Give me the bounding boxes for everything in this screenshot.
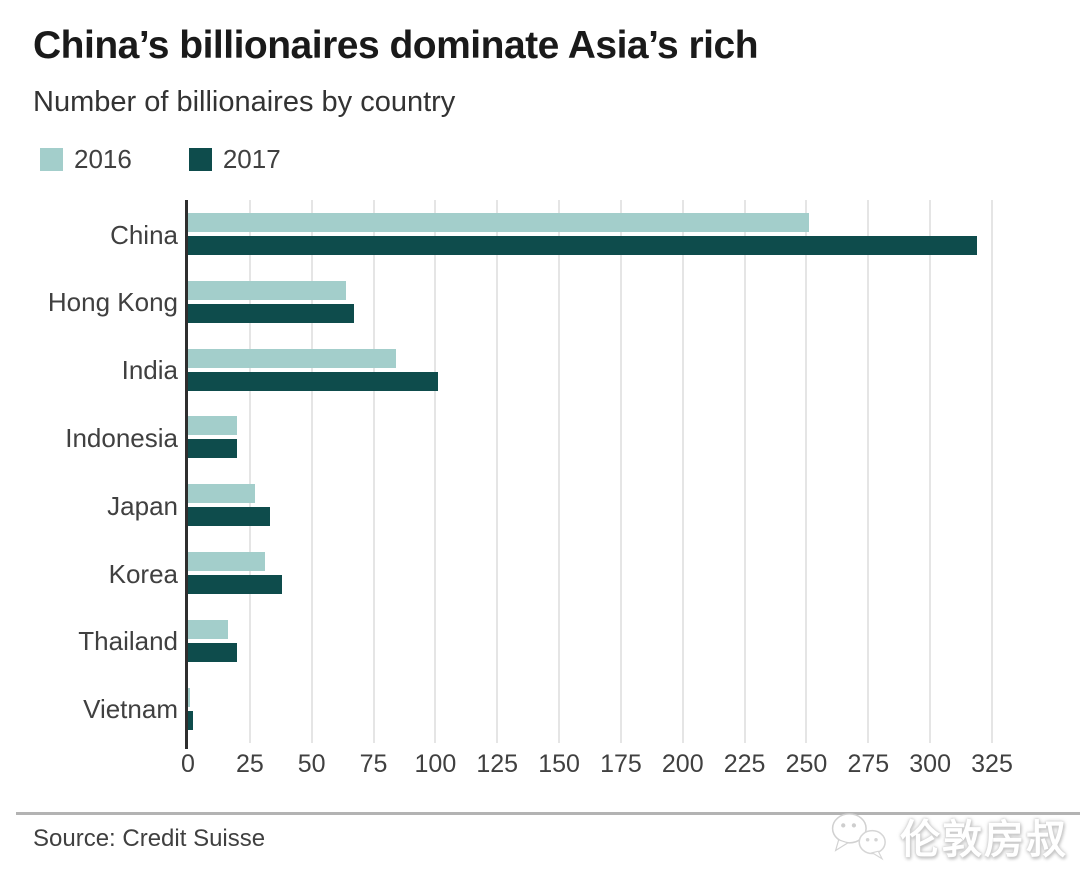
x-tick-label-275: 275	[847, 750, 890, 778]
legend-swatch-2016	[40, 148, 63, 171]
bar-china-2017	[188, 236, 978, 255]
bar-hong-kong-2017	[188, 303, 354, 323]
chart-subtitle: Number of billionaires by country	[33, 86, 456, 118]
x-tick-label-75: 75	[359, 750, 388, 778]
plot-area	[185, 200, 1045, 749]
gridline-250	[805, 200, 808, 743]
value-axis-tick-labels: 0 25 50 75 100 125 150 175 200 225 250 275 300 325	[181, 750, 1068, 780]
bar-japan-2016	[188, 484, 255, 504]
gridline-75	[372, 200, 375, 743]
watermark: 伦敦房叔	[828, 793, 1068, 879]
legend-item-2017: 2017	[188, 144, 281, 175]
gridline-200	[681, 200, 684, 743]
bar-india-2017	[188, 371, 438, 391]
bar-indonesia-2016	[188, 416, 238, 436]
x-tick-label-50: 50	[297, 750, 326, 778]
category-label-india: India	[121, 355, 178, 386]
bar-india-2016	[188, 348, 396, 368]
gridline-50	[310, 200, 313, 743]
bar-japan-2017	[188, 507, 270, 527]
bar-thailand-2017	[188, 642, 238, 662]
x-tick-label-25: 25	[235, 750, 264, 778]
gridline-300	[929, 200, 932, 743]
wechat-icon	[831, 813, 886, 861]
category-label-china: China	[110, 219, 178, 250]
x-tick-label-225: 225	[723, 750, 766, 778]
x-tick-label-100: 100	[414, 750, 457, 778]
category-label-hong-kong: Hong Kong	[47, 287, 178, 318]
category-label-korea: Korea	[108, 558, 178, 589]
source-caption: Source: Credit Suisse	[33, 825, 266, 852]
bar-china-2016	[188, 213, 809, 232]
gridline-175	[619, 200, 622, 743]
gridline-25	[248, 200, 251, 743]
x-tick-label-300: 300	[909, 750, 951, 778]
bar-korea-2017	[188, 575, 282, 594]
gridline-125	[496, 200, 499, 743]
category-axis-labels: China Hong Kong India Indonesia Japan Korea Th…	[0, 200, 178, 743]
gridline-150	[558, 200, 561, 743]
bar-hong-kong-2016	[188, 280, 347, 300]
gridline-225	[743, 200, 746, 743]
gridline-100	[434, 200, 437, 743]
bar-thailand-2016	[188, 619, 228, 639]
x-tick-label-175: 175	[600, 750, 642, 778]
legend-label-2017: 2017	[222, 144, 281, 174]
legend-swatch-2017	[188, 148, 212, 171]
bar-indonesia-2017	[188, 439, 238, 459]
chart-title: China’s billionaires dominate Asia’s ric…	[33, 24, 759, 67]
bar-korea-2016	[188, 552, 265, 571]
gridline-275	[867, 200, 870, 743]
category-label-thailand: Thailand	[78, 626, 178, 657]
category-label-indonesia: Indonesia	[65, 422, 178, 453]
category-label-japan: Japan	[107, 490, 178, 521]
legend-label-2016: 2016	[74, 144, 132, 174]
gridline-325	[991, 200, 993, 743]
x-tick-label-125: 125	[476, 750, 519, 778]
x-tick-label-200: 200	[661, 750, 704, 778]
legend-item-2016: 2016	[40, 144, 132, 175]
x-tick-label-325: 325	[971, 750, 1013, 778]
y-axis-line	[185, 200, 188, 749]
legend: 2016 2017	[40, 144, 281, 175]
x-tick-label-0: 0	[181, 750, 195, 778]
watermark-text: 伦敦房叔	[900, 818, 1068, 862]
bar-vietnam-2016	[188, 687, 191, 707]
x-tick-label-150: 150	[538, 750, 580, 778]
x-tick-label-250: 250	[785, 750, 828, 778]
bar-vietnam-2017	[188, 710, 193, 730]
footer-divider	[16, 812, 1080, 815]
category-label-vietnam: Vietnam	[83, 694, 178, 725]
